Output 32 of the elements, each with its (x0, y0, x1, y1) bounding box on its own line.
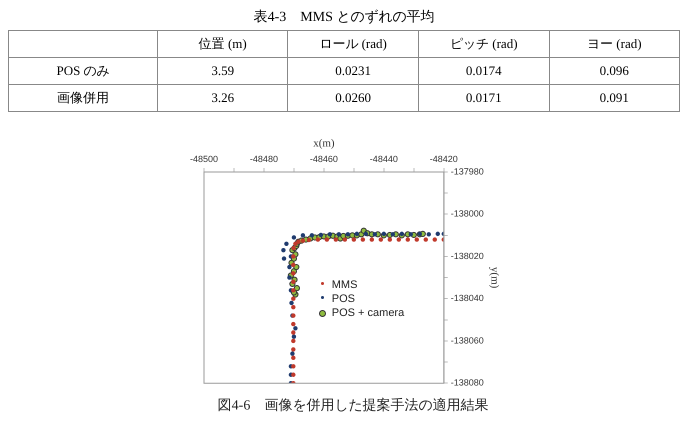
y-tick-label: -138040 (450, 293, 484, 304)
y-tick-label: -137980 (450, 166, 484, 176)
y-tick-label: -138060 (450, 335, 484, 346)
x-tick-label: -48440 (370, 154, 398, 164)
category-label: 位置 (m) (158, 30, 288, 58)
text: 0.0171 (418, 84, 550, 112)
x-tick-label: -48500 (190, 154, 218, 164)
y-tick-label: -138020 (450, 250, 484, 261)
text: 0.0260 (288, 84, 418, 112)
text: 表4-3 MMS とのずれの平均 (252, 8, 436, 26)
text: 3.26 (158, 84, 288, 112)
text: 0.091 (549, 84, 680, 112)
x-tick-label: -48420 (430, 154, 458, 164)
y-axis-title: y(m) (488, 266, 501, 289)
text: 3.59 (158, 58, 288, 84)
text: 画像併用 (8, 84, 158, 112)
y-tick-label: -138080 (450, 378, 484, 388)
category-label: ヨー (rad) (549, 30, 680, 58)
legend-label: POS (332, 292, 356, 306)
x-axis-title: x(m) (313, 137, 335, 150)
text: POS のみ (8, 58, 158, 84)
text: 0.096 (549, 58, 680, 84)
text: 0.0174 (418, 58, 550, 84)
x-tick-label: -48460 (310, 154, 338, 164)
category-label: ピッチ (rad) (418, 30, 550, 58)
y-tick-label: -138000 (450, 208, 484, 219)
text: 図4-6 画像を併用した提案手法の適用結果 (218, 396, 488, 414)
legend-label: MMS (332, 278, 358, 292)
text: 0.0231 (288, 58, 418, 84)
x-tick-label: -48480 (250, 154, 278, 164)
category-label: ロール (rad) (288, 30, 418, 58)
legend-label: POS + camera (332, 306, 406, 320)
